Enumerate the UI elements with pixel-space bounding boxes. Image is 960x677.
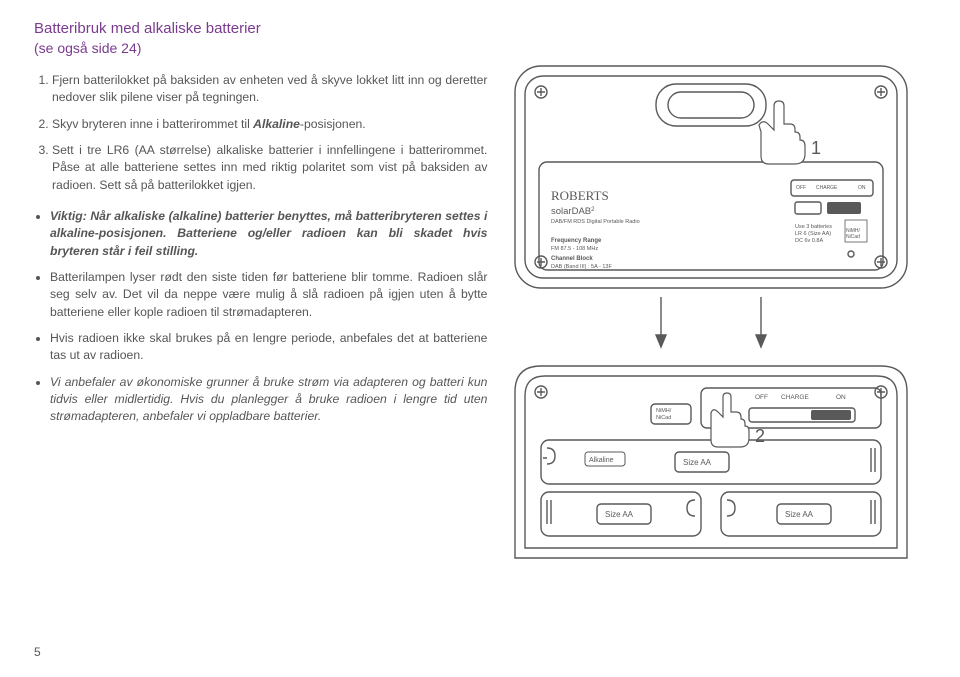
bullet-list: Viktig: Når alkaliske (alkaline) batteri… [34, 208, 487, 426]
svg-text:NiMH/: NiMH/ [656, 408, 672, 414]
hand-icon [711, 393, 749, 447]
svg-text:OFF: OFF [796, 185, 806, 191]
svg-text:CHARGE: CHARGE [816, 185, 838, 191]
svg-text:DC 6v 0.8A: DC 6v 0.8A [795, 238, 823, 244]
svg-text:solarDAB2: solarDAB2 [551, 206, 595, 217]
svg-text:LR 6 (Size AA): LR 6 (Size AA) [795, 231, 831, 237]
svg-text:OFF: OFF [755, 394, 768, 401]
radio-back-diagram: ROBERTS solarDAB2 DAB/FM RDS Digital Por… [511, 62, 911, 292]
page-number: 5 [34, 645, 41, 659]
page-subheading: (se også side 24) [34, 40, 487, 56]
callout-2: 2 [755, 426, 765, 446]
text-column: Batteribruk med alkaliske batterier (se … [34, 20, 487, 562]
svg-text:Size AA: Size AA [785, 510, 814, 519]
svg-text:Frequency Range: Frequency Range [551, 238, 602, 244]
svg-text:DAB (Band III) : 5A - 13F: DAB (Band III) : 5A - 13F [551, 264, 612, 270]
svg-text:Use 3 batteries: Use 3 batteries [795, 224, 832, 230]
slide-arrows [511, 292, 911, 362]
svg-text:FM 87.5 - 108 MHz: FM 87.5 - 108 MHz [551, 246, 598, 252]
bullet-remove: Hvis radioen ikke skal brukes på en leng… [50, 330, 487, 365]
svg-text:NiCad: NiCad [846, 234, 860, 240]
figure-column: ROBERTS solarDAB2 DAB/FM RDS Digital Por… [511, 62, 930, 562]
step-1: Fjern batterilokket på baksiden av enhet… [52, 72, 487, 107]
svg-text:NiCad: NiCad [656, 415, 671, 421]
bullet-important: Viktig: Når alkaliske (alkaline) batteri… [50, 208, 487, 260]
svg-text:ON: ON [858, 185, 866, 191]
bullet-recommend: Vi anbefaler av økonomiske grunner å bru… [50, 374, 487, 426]
numbered-steps: Fjern batterilokket på baksiden av enhet… [34, 72, 487, 194]
svg-text:Channel Block: Channel Block [551, 256, 593, 262]
svg-text:DAB/FM RDS Digital Portable Ra: DAB/FM RDS Digital Portable Radio [551, 219, 640, 225]
brand-label: ROBERTS [551, 188, 609, 203]
step-3: Sett i tre LR6 (AA størrelse) alkaliske … [52, 142, 487, 194]
step-2: Skyv bryteren inne i batterirommet til A… [52, 116, 487, 133]
svg-text:CHARGE: CHARGE [781, 394, 809, 401]
page-heading: Batteribruk med alkaliske batterier [34, 20, 487, 37]
svg-text:ON: ON [836, 394, 846, 401]
svg-text:Size AA: Size AA [605, 510, 634, 519]
svg-text:Alkaline: Alkaline [589, 457, 614, 464]
callout-1: 1 [811, 138, 821, 158]
bullet-lamp: Batterilampen lyser rødt den siste tiden… [50, 269, 487, 321]
svg-text:Size AA: Size AA [683, 458, 712, 467]
battery-compartment-diagram: OFF CHARGE ON NiMH/ NiCad Alkaline Size … [511, 362, 911, 562]
